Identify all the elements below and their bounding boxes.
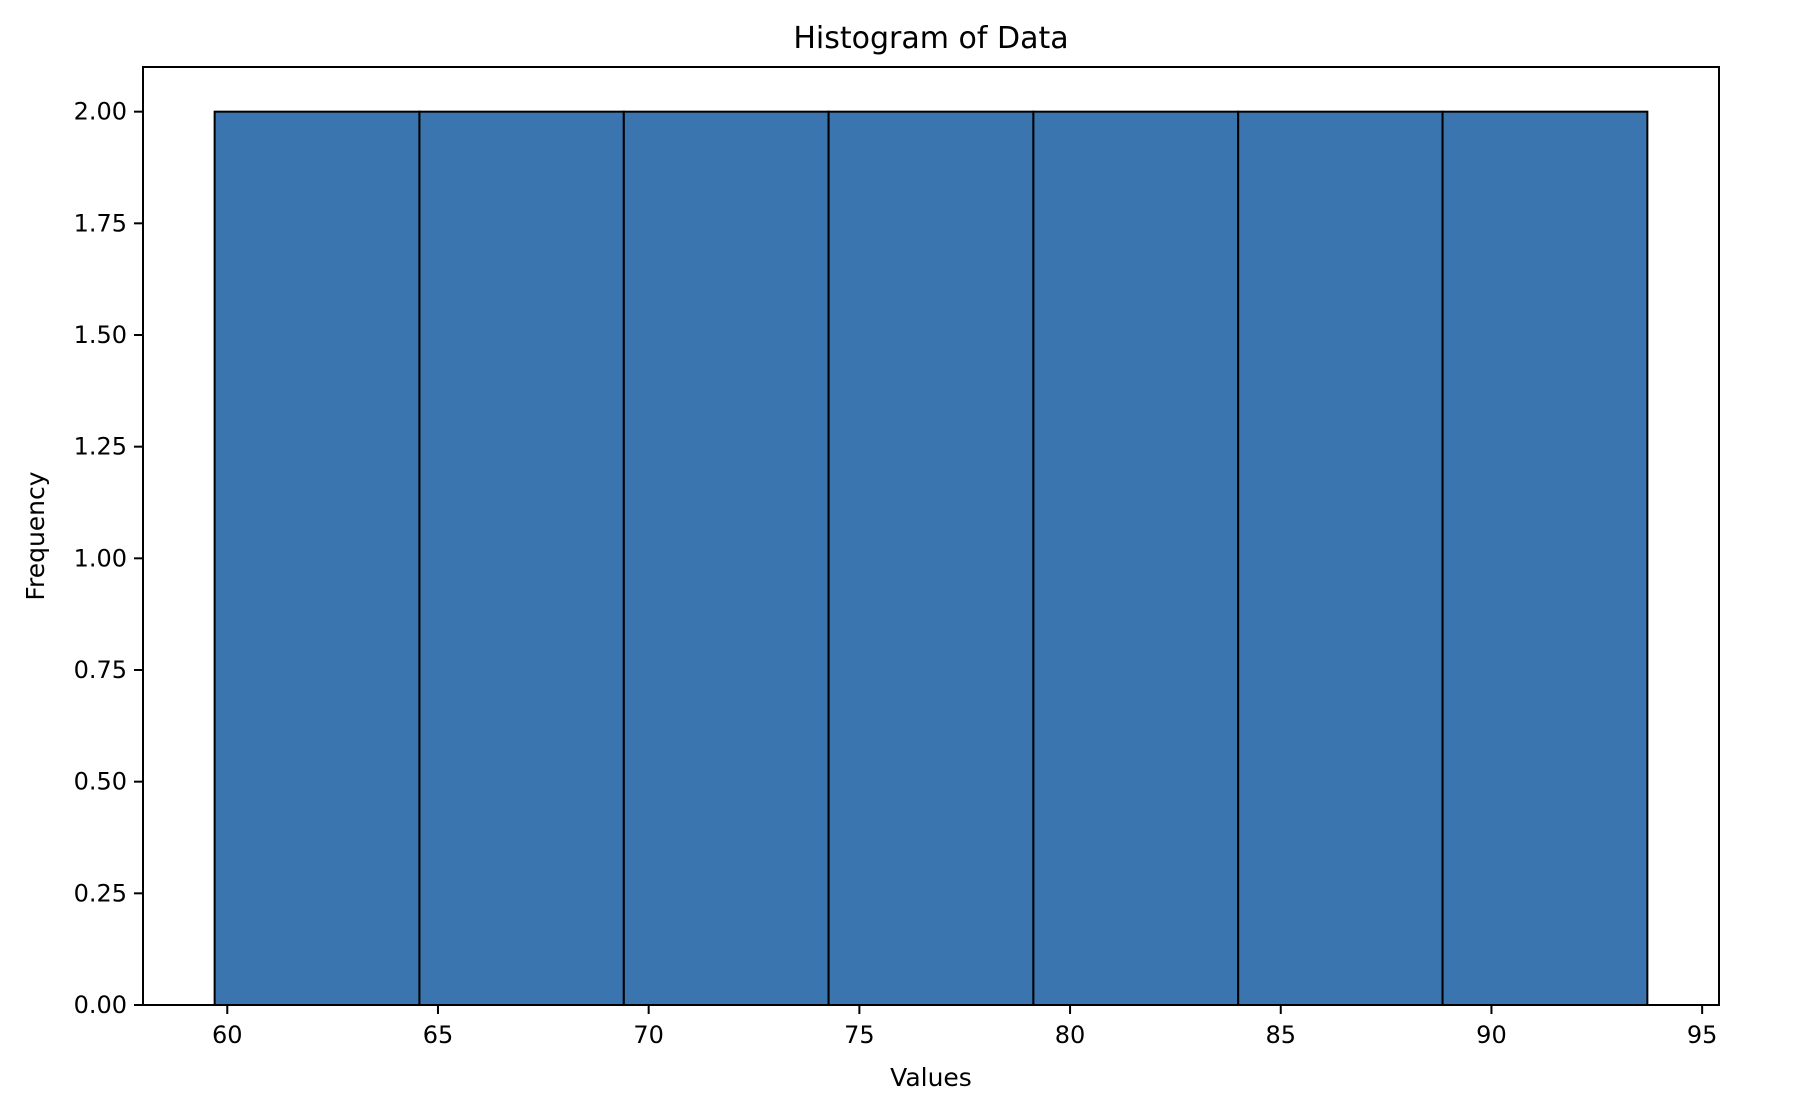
histogram-bar: [213, 110, 421, 1006]
x-tick-label: 95: [1687, 1021, 1718, 1049]
plot-frame: [142, 66, 1720, 1006]
y-tick-label: 1.50: [74, 321, 127, 349]
y-axis-label: Frequency: [21, 471, 50, 600]
histogram-bar: [418, 110, 625, 1006]
y-tick-label: 0.50: [74, 768, 127, 796]
x-tick-label: 70: [633, 1021, 664, 1049]
y-tick-label: 1.00: [74, 544, 127, 572]
chart-title: Histogram of Data: [793, 21, 1068, 56]
x-tick-label: 60: [212, 1021, 243, 1049]
y-tick-label: 0.75: [74, 656, 127, 684]
histogram-bar: [827, 110, 1035, 1006]
y-axis: 0.00 0.25 0.50 0.75 1.00 1.25 1.50 1.75 2.00: [74, 98, 143, 1019]
bars-group: [213, 110, 1649, 1006]
histogram-bar: [1441, 110, 1649, 1006]
histogram-bar: [1032, 110, 1240, 1006]
y-tick-label: 1.75: [74, 209, 127, 237]
histogram-bar: [1237, 110, 1444, 1006]
y-tick-label: 0.25: [74, 879, 127, 907]
y-tick-label: 1.25: [74, 433, 127, 461]
y-tick-label: 2.00: [74, 98, 127, 126]
x-axis-label: Values: [890, 1063, 972, 1092]
x-tick-label: 75: [844, 1021, 875, 1049]
x-tick-label: 80: [1055, 1021, 1086, 1049]
histogram-bar: [622, 110, 830, 1006]
x-tick-label: 90: [1476, 1021, 1507, 1049]
x-axis: 60 65 70 75 80 85 90 95: [212, 1005, 1717, 1049]
y-tick-label: 0.00: [74, 991, 127, 1019]
x-tick-label: 65: [423, 1021, 454, 1049]
x-tick-label: 85: [1265, 1021, 1296, 1049]
